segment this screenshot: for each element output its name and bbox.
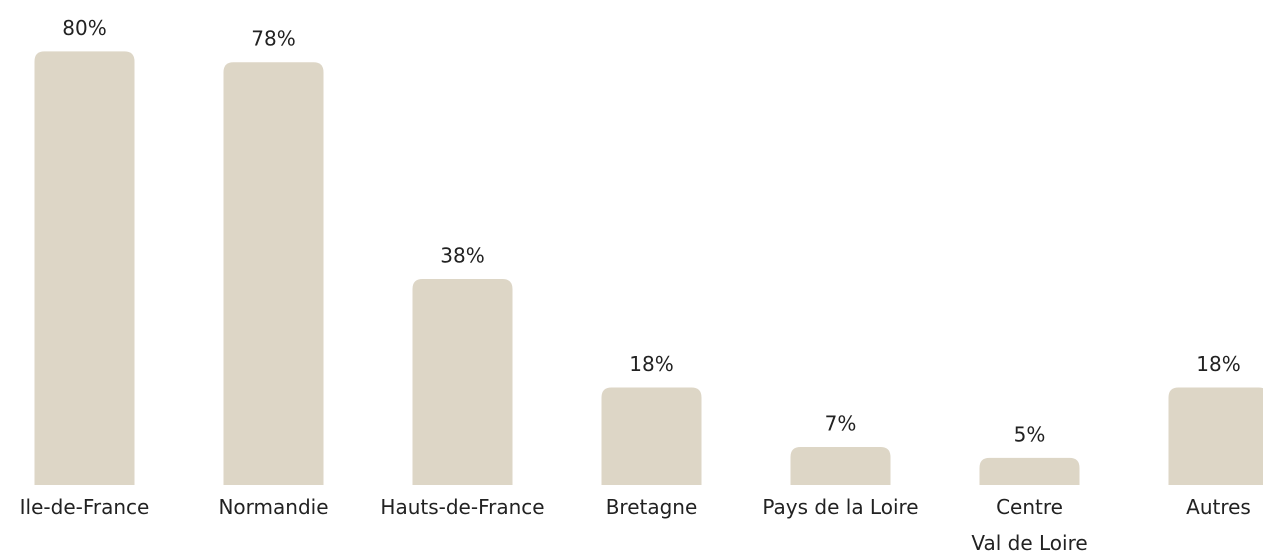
x-tick-label: Bretagne <box>606 495 698 519</box>
bar <box>790 447 891 485</box>
bar <box>601 387 702 485</box>
bar <box>412 279 513 485</box>
value-label: 80% <box>62 16 106 40</box>
x-tick-label: Hauts-de-France <box>380 495 544 519</box>
x-tick-label: Pays de la Loire <box>762 495 918 519</box>
x-tick-label: Centre Val de Loire <box>971 495 1087 554</box>
bar <box>979 457 1080 485</box>
value-label: 7% <box>825 412 857 436</box>
value-label: 38% <box>440 244 484 268</box>
x-tick-label: Autres <box>1186 495 1251 519</box>
value-label: 18% <box>1196 352 1240 376</box>
value-label: 18% <box>629 352 673 376</box>
x-tick-label: Normandie <box>218 495 328 519</box>
value-label: 5% <box>1014 422 1046 446</box>
x-tick-label: Ile-de-France <box>20 495 150 519</box>
bar <box>34 51 135 486</box>
bar <box>1168 387 1263 485</box>
bar <box>223 62 324 486</box>
value-label: 78% <box>251 27 295 51</box>
